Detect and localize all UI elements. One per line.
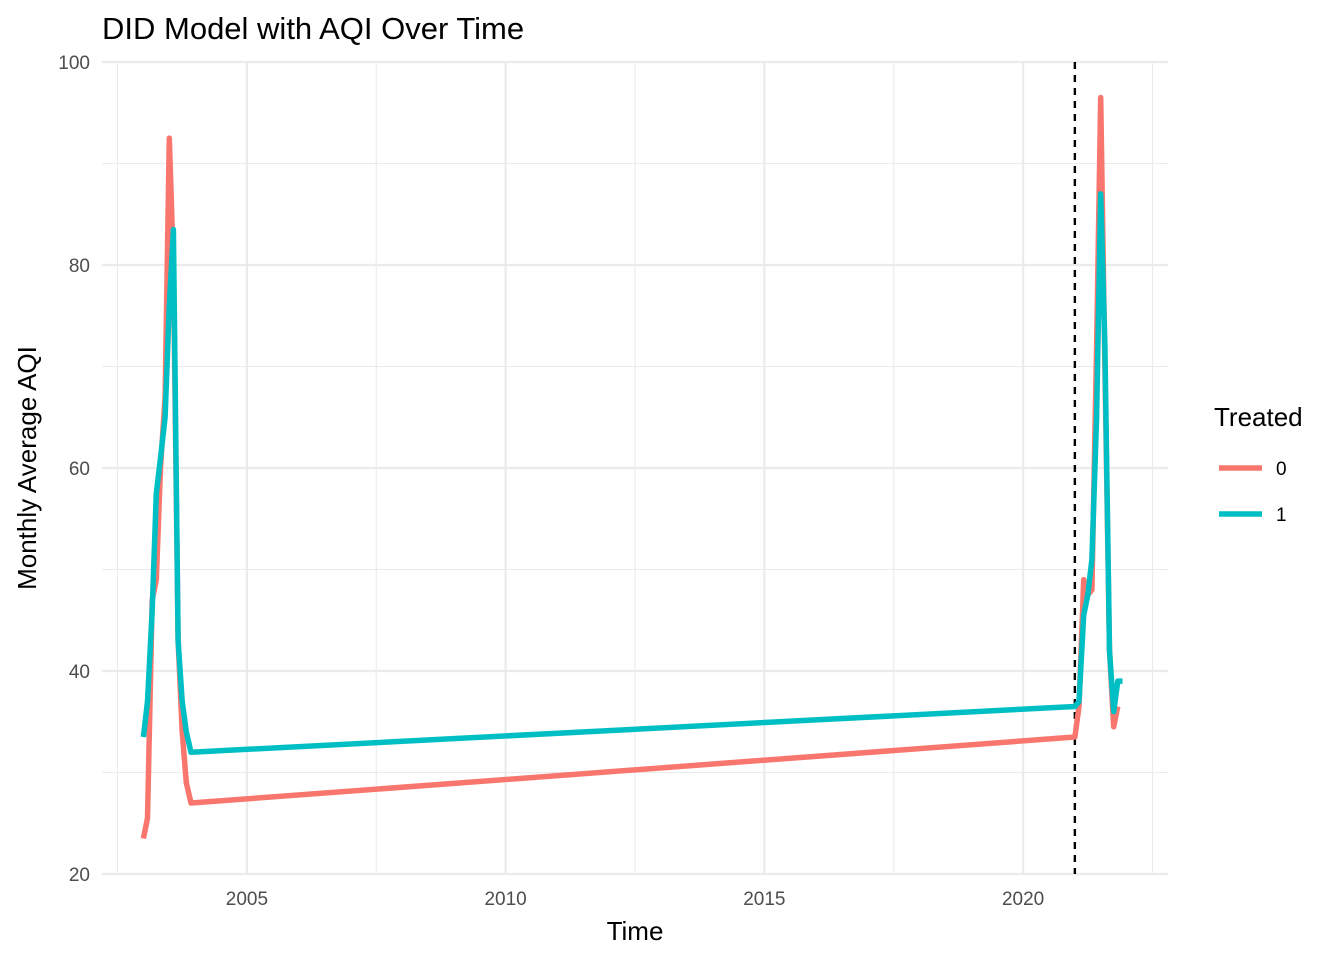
x-axis-ticks: 2005 2010 2015 2020 <box>226 889 1044 910</box>
x-tick-label: 2015 <box>743 889 785 910</box>
series-line-1 <box>140 191 1123 755</box>
y-tick-label: 80 <box>69 256 90 277</box>
y-axis-title: Monthly Average AQI <box>12 346 42 590</box>
series-lines <box>140 94 1123 840</box>
legend: Treated 01 <box>1214 402 1303 526</box>
x-axis-title: Time <box>607 916 664 946</box>
y-tick-label: 40 <box>69 662 90 683</box>
y-tick-label: 100 <box>58 53 90 74</box>
y-axis-ticks: 20 40 60 80 100 <box>58 53 90 886</box>
legend-label-0: 0 <box>1276 459 1287 480</box>
legend-label-1: 1 <box>1276 505 1287 526</box>
plot-grid <box>102 60 1168 876</box>
x-tick-label: 2020 <box>1002 889 1044 910</box>
series-line-0 <box>140 94 1121 840</box>
legend-items: 01 <box>1219 459 1287 526</box>
x-tick-label: 2010 <box>484 889 526 910</box>
legend-title: Treated <box>1214 402 1303 432</box>
x-tick-label: 2005 <box>226 889 268 910</box>
chart-title: DID Model with AQI Over Time <box>102 11 524 46</box>
y-tick-label: 60 <box>69 459 90 480</box>
y-tick-label: 20 <box>69 865 90 886</box>
